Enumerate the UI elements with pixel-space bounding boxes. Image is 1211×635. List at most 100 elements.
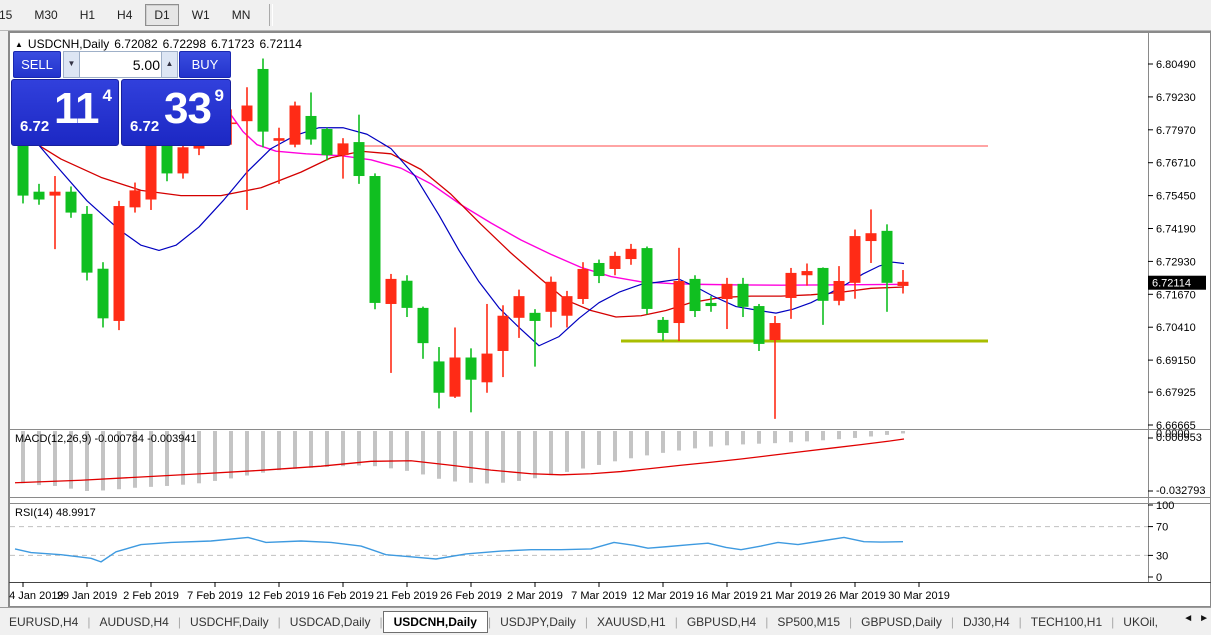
candle-body <box>113 206 125 321</box>
macd-axis-label: 0.0000 <box>1156 428 1190 440</box>
price-axis-label: 6.80490 <box>1156 59 1196 71</box>
price-axis-label: 6.69150 <box>1156 355 1196 367</box>
tab-gbpusd-h4[interactable]: GBPUSD,H4 <box>686 614 757 629</box>
tab-scroll-left-icon[interactable]: ◄ <box>1183 613 1194 624</box>
candle-body <box>737 283 749 307</box>
candle-body <box>881 230 893 283</box>
price-axis-label: 6.72930 <box>1156 256 1196 268</box>
sell-button[interactable]: SELL <box>13 51 61 78</box>
tab-separator: | <box>584 614 589 629</box>
candle-body <box>513 296 525 318</box>
date-axis-label: 29 Jan 2019 <box>57 590 118 602</box>
tab-scroll-right-icon[interactable]: ► <box>1199 613 1209 624</box>
date-axis-label: 2 Mar 2019 <box>507 590 563 602</box>
timeframe-button-h4[interactable]: H4 <box>117 8 133 22</box>
tab-tech100-h1[interactable]: TECH100,H1 <box>1030 614 1103 629</box>
candle-body <box>897 281 909 286</box>
tab-separator: | <box>1111 614 1115 629</box>
tab-separator: | <box>950 614 954 629</box>
candle-body <box>577 268 589 300</box>
date-axis-label: 30 Mar 2019 <box>888 590 950 602</box>
current-price-tag <box>1148 275 1206 290</box>
candle-body <box>49 191 61 196</box>
tab-usdjpy-daily[interactable]: USDJPY,Daily <box>500 614 576 629</box>
buy-price-prefix: 6.72 <box>130 118 160 135</box>
collapse-triangle-icon[interactable]: ▲ <box>15 40 23 49</box>
buy-button[interactable]: BUY <box>179 51 231 78</box>
indicator-line <box>14 438 905 484</box>
macd-axis-label: 0.000953 <box>1156 432 1202 444</box>
candle-body <box>705 302 717 307</box>
date-axis-label: 12 Mar 2019 <box>632 590 694 602</box>
candle-body <box>337 143 349 156</box>
candle-body <box>289 105 301 145</box>
candle-body <box>689 278 701 312</box>
timeframe-button-mn[interactable]: MN <box>231 8 251 22</box>
candle-body <box>641 248 653 309</box>
price-axis-label: 6.75450 <box>1156 191 1196 203</box>
indicator-line <box>228 111 905 286</box>
tab-dj30-h4[interactable]: DJ30,H4 <box>962 614 1010 629</box>
candle-body <box>801 271 813 276</box>
price-axis-label: 6.79230 <box>1156 92 1196 104</box>
tab-sp500-m15[interactable]: SP500,M15 <box>777 614 841 629</box>
candle-body <box>753 306 765 344</box>
candle-body <box>673 280 685 324</box>
candle-body <box>609 255 621 269</box>
timeframe-button-m30[interactable]: M30 <box>34 8 58 22</box>
volume-decrease-button[interactable]: ▼ <box>63 51 80 78</box>
volume-increase-button[interactable]: ▲ <box>161 51 178 78</box>
date-axis-label: 26 Mar 2019 <box>824 590 886 602</box>
candle-body <box>529 312 541 321</box>
candle-body <box>545 281 557 312</box>
tab-separator: | <box>849 614 853 629</box>
buy-price-big: 33 <box>164 84 212 133</box>
indicator-line <box>14 536 904 563</box>
candle-body <box>433 361 445 393</box>
tab-ukoil-[interactable]: UKOil, <box>1123 614 1158 629</box>
candle-body <box>321 129 333 156</box>
timeframe-button-w1[interactable]: W1 <box>191 8 210 22</box>
timeframe-button-h1[interactable]: H1 <box>79 8 96 22</box>
timeframe-toolbar: 15 M30 H1 H4 D1 W1 MN <box>0 0 1211 31</box>
candle-body <box>257 68 269 132</box>
tab-usdcad-daily[interactable]: USDCAD,Daily <box>289 614 371 629</box>
tab-usdcnh-daily[interactable]: USDCNH,Daily <box>382 610 488 633</box>
candle-body <box>833 280 845 301</box>
candle-body <box>241 105 253 122</box>
tab-usdchf-daily[interactable]: USDCHF,Daily <box>189 614 269 629</box>
price-axis-label: 6.71670 <box>1156 289 1196 301</box>
price-axis-label: 6.77970 <box>1156 125 1196 137</box>
buy-price-panel[interactable]: 6.72 33 9 <box>121 79 231 146</box>
date-axis-label: 2 Feb 2019 <box>123 590 179 602</box>
candle-body <box>305 115 317 140</box>
tab-xauusd-h1[interactable]: XAUUSD,H1 <box>597 614 666 629</box>
candle-body <box>385 278 397 304</box>
tab-gbpusd-daily[interactable]: GBPUSD,Daily <box>861 614 942 629</box>
date-axis-label: 21 Feb 2019 <box>376 590 438 602</box>
volume-input[interactable] <box>79 51 165 78</box>
candle-body <box>657 319 669 333</box>
date-axis-label: 12 Feb 2019 <box>248 590 310 602</box>
timeframe-button-d1[interactable]: D1 <box>145 4 179 26</box>
tab-eurusd-h4[interactable]: EURUSD,H4 <box>9 614 79 629</box>
tab-audusd-h4[interactable]: AUDUSD,H4 <box>99 614 169 629</box>
order-entry-row: SELL ▼ ▲ BUY <box>11 50 231 78</box>
sell-price-panel[interactable]: 6.72 11 4 <box>11 79 119 146</box>
candle-body <box>353 142 365 177</box>
candle-body <box>161 138 173 174</box>
chart-tabs-bar: EURUSD,H4 | AUDUSD,H4 | USDCHF,Daily | USDCAD,… <box>0 607 1211 635</box>
candle-body <box>593 262 605 277</box>
candle-body <box>785 272 797 298</box>
price-axis-label: 6.70410 <box>1156 322 1196 334</box>
candle-body <box>33 191 45 200</box>
candle-body <box>81 213 93 273</box>
sell-price-prefix: 6.72 <box>20 118 50 135</box>
rsi-axis-label: 0 <box>1156 572 1162 584</box>
macd-label: MACD(12,26,9) -0.000784 -0.003941 <box>15 433 197 445</box>
price-chart[interactable]: 6.80490 6.79230 6.77970 6.76710 6.75450 6.741… <box>9 32 1211 609</box>
one-click-trading-widget: SELL ▼ ▲ BUY 6.72 11 4 6.72 33 9 <box>11 50 231 146</box>
candle-body <box>769 323 781 341</box>
timeframe-button-15[interactable]: 15 <box>0 8 13 22</box>
